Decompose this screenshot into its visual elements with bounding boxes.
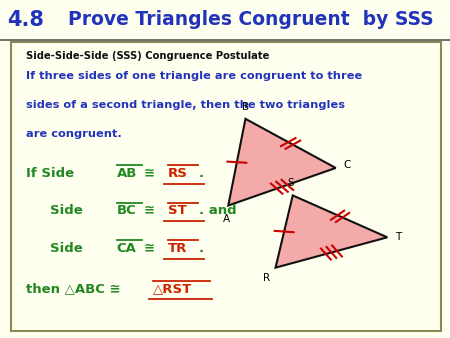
Text: If Side: If Side	[26, 167, 79, 179]
Text: T: T	[395, 232, 401, 242]
Text: . and: . and	[199, 204, 237, 217]
Text: R: R	[263, 273, 270, 284]
Text: CA: CA	[117, 242, 136, 255]
FancyBboxPatch shape	[11, 42, 441, 331]
Text: △RST: △RST	[153, 282, 192, 295]
Text: .: .	[199, 242, 204, 255]
Text: Side: Side	[50, 204, 87, 217]
Text: ≅: ≅	[144, 242, 160, 255]
Text: B: B	[242, 102, 249, 112]
Text: .: .	[199, 167, 204, 179]
Polygon shape	[275, 195, 387, 268]
Text: are congruent.: are congruent.	[26, 129, 122, 139]
Text: Side: Side	[50, 242, 87, 255]
Text: C: C	[343, 160, 351, 170]
Text: If three sides of one triangle are congruent to three: If three sides of one triangle are congr…	[26, 71, 363, 81]
Text: BC: BC	[117, 204, 136, 217]
Text: AB: AB	[117, 167, 137, 179]
Text: 4.8: 4.8	[8, 10, 44, 30]
Text: S: S	[287, 178, 294, 188]
Text: TR: TR	[168, 242, 188, 255]
Text: Prove Triangles Congruent  by SSS: Prove Triangles Congruent by SSS	[68, 10, 434, 29]
Text: RS: RS	[168, 167, 188, 179]
Text: sides of a second triangle, then the two triangles: sides of a second triangle, then the two…	[26, 100, 345, 110]
Text: Side-Side-Side (SSS) Congruence Postulate: Side-Side-Side (SSS) Congruence Postulat…	[26, 51, 270, 61]
Text: ≅: ≅	[144, 167, 160, 179]
Text: A: A	[223, 214, 230, 224]
Text: ≅: ≅	[144, 204, 160, 217]
Text: then △ABC ≅: then △ABC ≅	[26, 282, 126, 295]
Text: ST: ST	[168, 204, 187, 217]
Polygon shape	[228, 119, 336, 206]
